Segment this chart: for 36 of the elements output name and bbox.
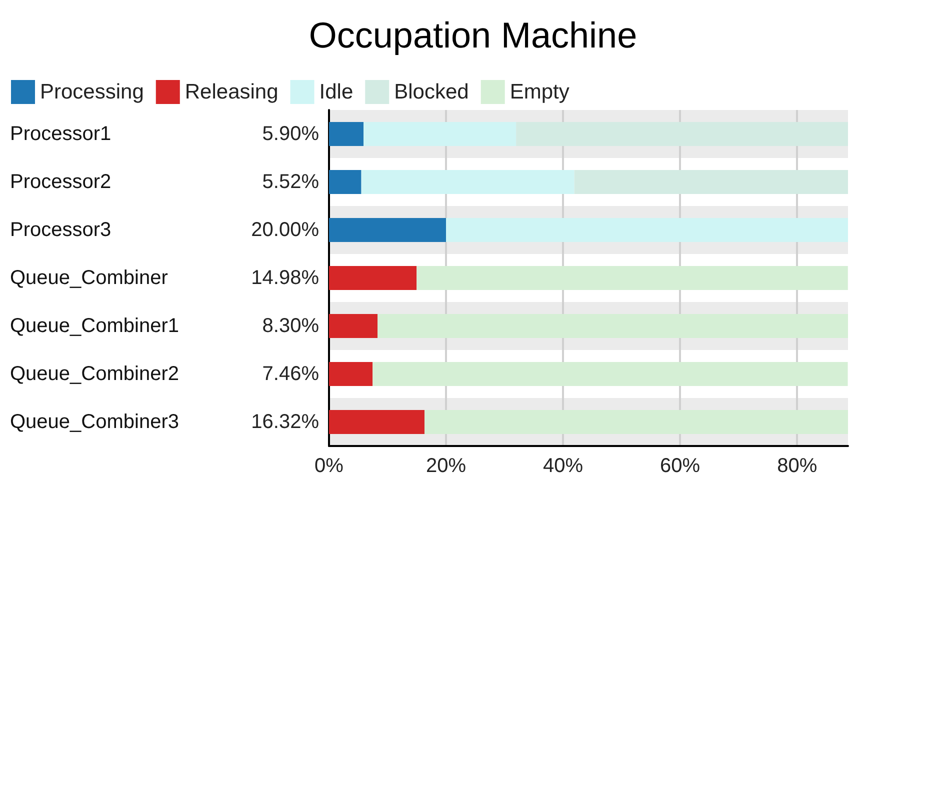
- bar: [329, 122, 364, 146]
- bar: [329, 266, 417, 290]
- y-tick-label: Queue_Combiner2: [10, 363, 179, 385]
- bar: [329, 218, 446, 242]
- data-label: 8.30%: [262, 315, 320, 337]
- data-label: 16.32%: [251, 411, 320, 433]
- data-label: 5.52%: [262, 171, 320, 193]
- y-tick-label: Queue_Combiner1: [10, 315, 179, 337]
- data-label: 20.00%: [251, 219, 320, 241]
- x-tick-label: 80%: [777, 455, 818, 477]
- legend-label: Releasing: [184, 80, 278, 104]
- data-label: 14.98%: [251, 267, 320, 289]
- y-tick-label: Processor3: [10, 219, 112, 241]
- x-tick-label: 0%: [314, 455, 344, 477]
- y-tick-label: Queue_Combiner3: [10, 411, 179, 433]
- bar: [329, 410, 424, 434]
- legend-label: Idle: [319, 80, 354, 104]
- chart-title: Occupation Machine: [308, 14, 638, 56]
- bar: [329, 362, 373, 386]
- data-label: 5.90%: [262, 123, 320, 145]
- bar: [329, 314, 378, 338]
- bar: [516, 122, 848, 146]
- x-tick-label: 20%: [426, 455, 466, 477]
- bar: [364, 122, 516, 146]
- y-tick-label: Processor1: [10, 123, 112, 145]
- y-tick-label: Queue_Combiner: [10, 267, 168, 289]
- x-tick-label: 60%: [660, 455, 700, 477]
- bar: [574, 170, 848, 194]
- legend-label: Empty: [510, 80, 570, 104]
- bar: [361, 170, 574, 194]
- legend-label: Blocked: [394, 80, 469, 104]
- y-tick-label: Processor2: [10, 171, 112, 193]
- legend-label: Processing: [40, 80, 144, 104]
- bar: [329, 170, 362, 194]
- data-label: 7.46%: [262, 363, 320, 385]
- x-tick-label: 40%: [543, 455, 584, 477]
